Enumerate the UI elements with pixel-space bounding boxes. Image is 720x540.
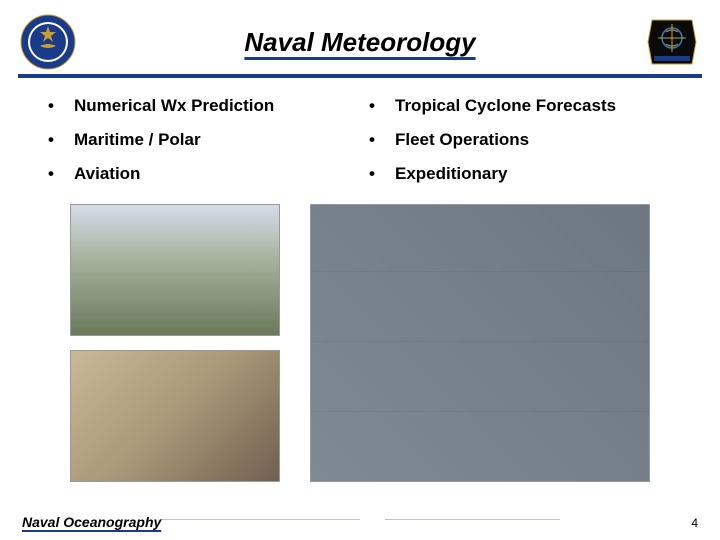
slide-header: Naval Meteorology	[0, 0, 720, 74]
bullet-columns: • Numerical Wx Prediction • Maritime / P…	[0, 78, 720, 198]
bullet-icon: •	[369, 130, 377, 150]
bullet-item: • Numerical Wx Prediction	[48, 96, 359, 116]
bullet-text: Maritime / Polar	[74, 130, 201, 150]
navy-seal-logo	[20, 14, 76, 70]
bullet-item: • Tropical Cyclone Forecasts	[369, 96, 680, 116]
image-grid	[0, 198, 720, 482]
bullet-item: • Expeditionary	[369, 164, 680, 184]
bullet-item: • Aviation	[48, 164, 359, 184]
bullet-item: • Fleet Operations	[369, 130, 680, 150]
left-image-column	[70, 204, 280, 482]
footer-label: Naval Oceanography	[22, 514, 161, 530]
bullet-text: Tropical Cyclone Forecasts	[395, 96, 616, 116]
slide-title: Naval Meteorology	[76, 27, 644, 58]
operations-room-image	[70, 350, 280, 482]
collage-image	[310, 204, 650, 482]
bullet-icon: •	[48, 96, 56, 116]
bullet-icon: •	[369, 96, 377, 116]
bullet-item: • Maritime / Polar	[48, 130, 359, 150]
bullet-text: Aviation	[74, 164, 140, 184]
bullet-text: Fleet Operations	[395, 130, 529, 150]
title-container: Naval Meteorology	[76, 27, 644, 58]
bullet-icon: •	[48, 130, 56, 150]
group-photo-image	[70, 204, 280, 336]
bullet-icon: •	[48, 164, 56, 184]
bullet-icon: •	[369, 164, 377, 184]
page-number: 4	[691, 516, 698, 530]
bullet-text: Expeditionary	[395, 164, 507, 184]
bullet-text: Numerical Wx Prediction	[74, 96, 274, 116]
right-column: • Tropical Cyclone Forecasts • Fleet Ope…	[369, 96, 680, 198]
left-column: • Numerical Wx Prediction • Maritime / P…	[48, 96, 359, 198]
command-emblem-logo	[644, 14, 700, 70]
slide-footer: Naval Oceanography 4	[22, 514, 698, 530]
